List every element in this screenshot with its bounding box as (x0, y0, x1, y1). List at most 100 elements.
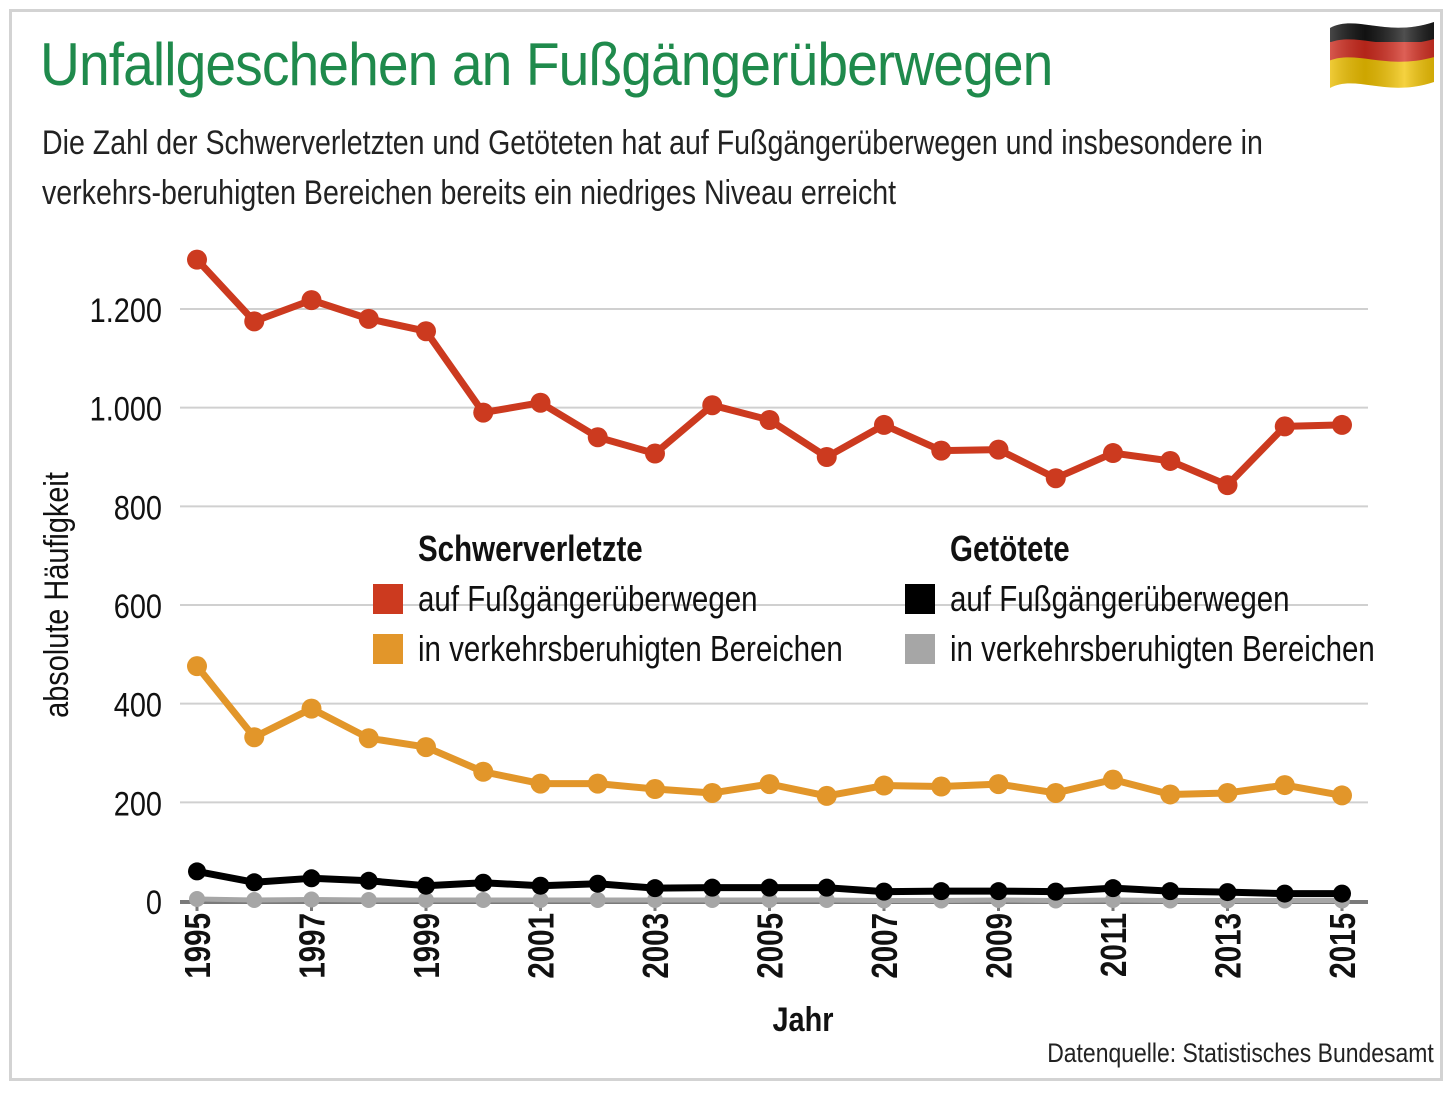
data-point (589, 892, 606, 909)
data-point (1103, 769, 1123, 790)
chart-frame (9, 9, 1443, 1081)
data-point (989, 882, 1008, 901)
y-tick-label: 1.200 (90, 291, 162, 330)
data-point (759, 774, 780, 795)
data-point (416, 737, 436, 758)
x-tick-label: 2001 (521, 913, 561, 979)
legend-swatch (373, 584, 403, 614)
data-point (1217, 475, 1238, 496)
data-point (187, 656, 207, 677)
german-flag-icon (1330, 22, 1434, 88)
data-point (1045, 468, 1066, 489)
chart-subtitle: Die Zahl der Schwerverletzten und Getöte… (42, 124, 1263, 212)
data-point (587, 773, 608, 794)
data-point (988, 439, 1009, 460)
data-point (1046, 882, 1065, 901)
data-point (704, 892, 721, 909)
x-tick-label: 2005 (750, 913, 790, 979)
y-tick-label: 600 (114, 587, 162, 626)
data-point (1274, 775, 1295, 796)
data-point (874, 775, 894, 796)
x-tick-label: 2015 (1322, 913, 1362, 979)
data-point (816, 785, 837, 806)
data-point (358, 728, 379, 749)
x-tick-label: 2011 (1093, 913, 1133, 977)
data-point (244, 727, 265, 748)
data-point (1104, 879, 1122, 898)
data-point (1217, 782, 1238, 803)
data-point (359, 871, 378, 890)
data-point (1103, 443, 1123, 464)
legend-label: in verkehrsberuhigten Bereichen (418, 628, 843, 668)
data-point (761, 892, 778, 909)
data-point (875, 882, 893, 901)
data-point (246, 892, 263, 909)
x-axis-title: Jahr (772, 1000, 833, 1039)
data-point (1274, 416, 1295, 437)
y-axis-title: absolute Häufigkeit (37, 472, 76, 718)
y-tick-label: 800 (114, 488, 162, 527)
data-point (1333, 884, 1351, 903)
x-tick-label: 1999 (406, 913, 446, 979)
data-point (988, 774, 1009, 795)
legend-swatch (373, 634, 403, 664)
x-tick-label: 1995 (177, 913, 217, 979)
data-point (416, 321, 436, 342)
data-point (189, 891, 205, 908)
legend-swatch (905, 634, 935, 664)
data-point (1045, 782, 1066, 803)
data-point (473, 402, 494, 423)
data-point (874, 414, 894, 435)
data-point (301, 290, 322, 311)
data-point (588, 874, 607, 893)
data-point (931, 776, 952, 797)
data-point (1275, 884, 1294, 903)
data-point (645, 443, 665, 464)
y-tick-label: 400 (114, 685, 162, 724)
data-point (418, 892, 434, 909)
data-point (475, 892, 492, 909)
data-point (244, 311, 265, 332)
data-point (1218, 883, 1237, 902)
x-tick-label: 2009 (979, 913, 1019, 979)
data-point (530, 773, 551, 794)
data-point (702, 782, 723, 803)
data-point (532, 892, 549, 909)
data-point (360, 892, 377, 909)
y-tick-label: 1.000 (90, 389, 162, 428)
data-point (760, 878, 779, 897)
data-point (417, 876, 435, 895)
data-point (301, 698, 322, 719)
data-point (1332, 785, 1352, 806)
data-point (1160, 784, 1181, 805)
data-point (358, 308, 379, 329)
x-tick-label: 2007 (864, 913, 904, 979)
legend-label: auf Fußgängerüberwegen (418, 578, 758, 618)
x-tick-label: 2013 (1208, 913, 1248, 979)
data-point (645, 779, 665, 800)
legend-label: in verkehrsberuhigten Bereichen (950, 628, 1375, 668)
x-tick-label: 2003 (635, 913, 675, 979)
data-point (1160, 450, 1181, 471)
data-point (1161, 882, 1180, 901)
data-point (531, 876, 550, 895)
legend-label: auf Fußgängerüberwegen (950, 578, 1290, 618)
data-point (188, 862, 206, 881)
legend-swatch (905, 584, 935, 614)
data-point (703, 878, 722, 897)
data-point (818, 892, 835, 909)
data-point (245, 873, 264, 892)
data-source-note: Datenquelle: Statistisches Bundesamt (1047, 1038, 1434, 1068)
data-point (530, 392, 551, 413)
data-point (187, 249, 207, 270)
data-point (303, 891, 320, 908)
data-point (587, 427, 608, 448)
data-point (816, 447, 837, 467)
y-tick-label: 200 (114, 784, 162, 823)
x-tick-label: 1997 (292, 913, 332, 979)
data-point (932, 882, 951, 901)
legend-group-title: Getötete (950, 528, 1070, 568)
data-point (646, 879, 664, 898)
legend-group-title: Schwerverletzte (418, 528, 643, 568)
